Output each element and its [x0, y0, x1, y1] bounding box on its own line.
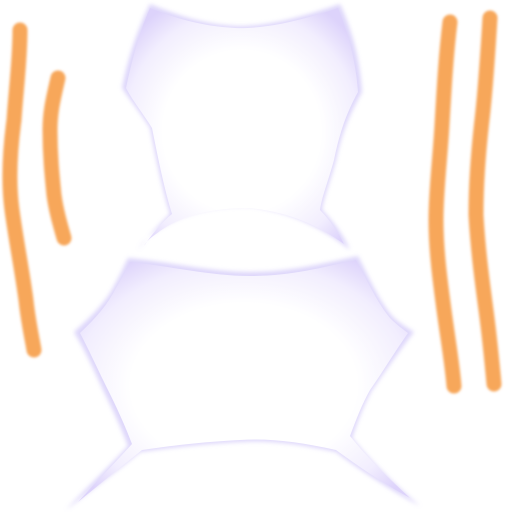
orange-stroke-2	[42, 70, 72, 246]
upper-panel	[122, 4, 362, 250]
lower-panel-body	[78, 260, 410, 502]
upper-panel-body	[126, 8, 358, 246]
left-strokes	[2, 22, 72, 358]
right-strokes	[428, 10, 502, 394]
lower-panel	[66, 256, 420, 510]
orange-stroke-3	[428, 14, 462, 394]
orange-stroke-4	[468, 10, 502, 392]
orange-stroke-1	[2, 22, 42, 358]
